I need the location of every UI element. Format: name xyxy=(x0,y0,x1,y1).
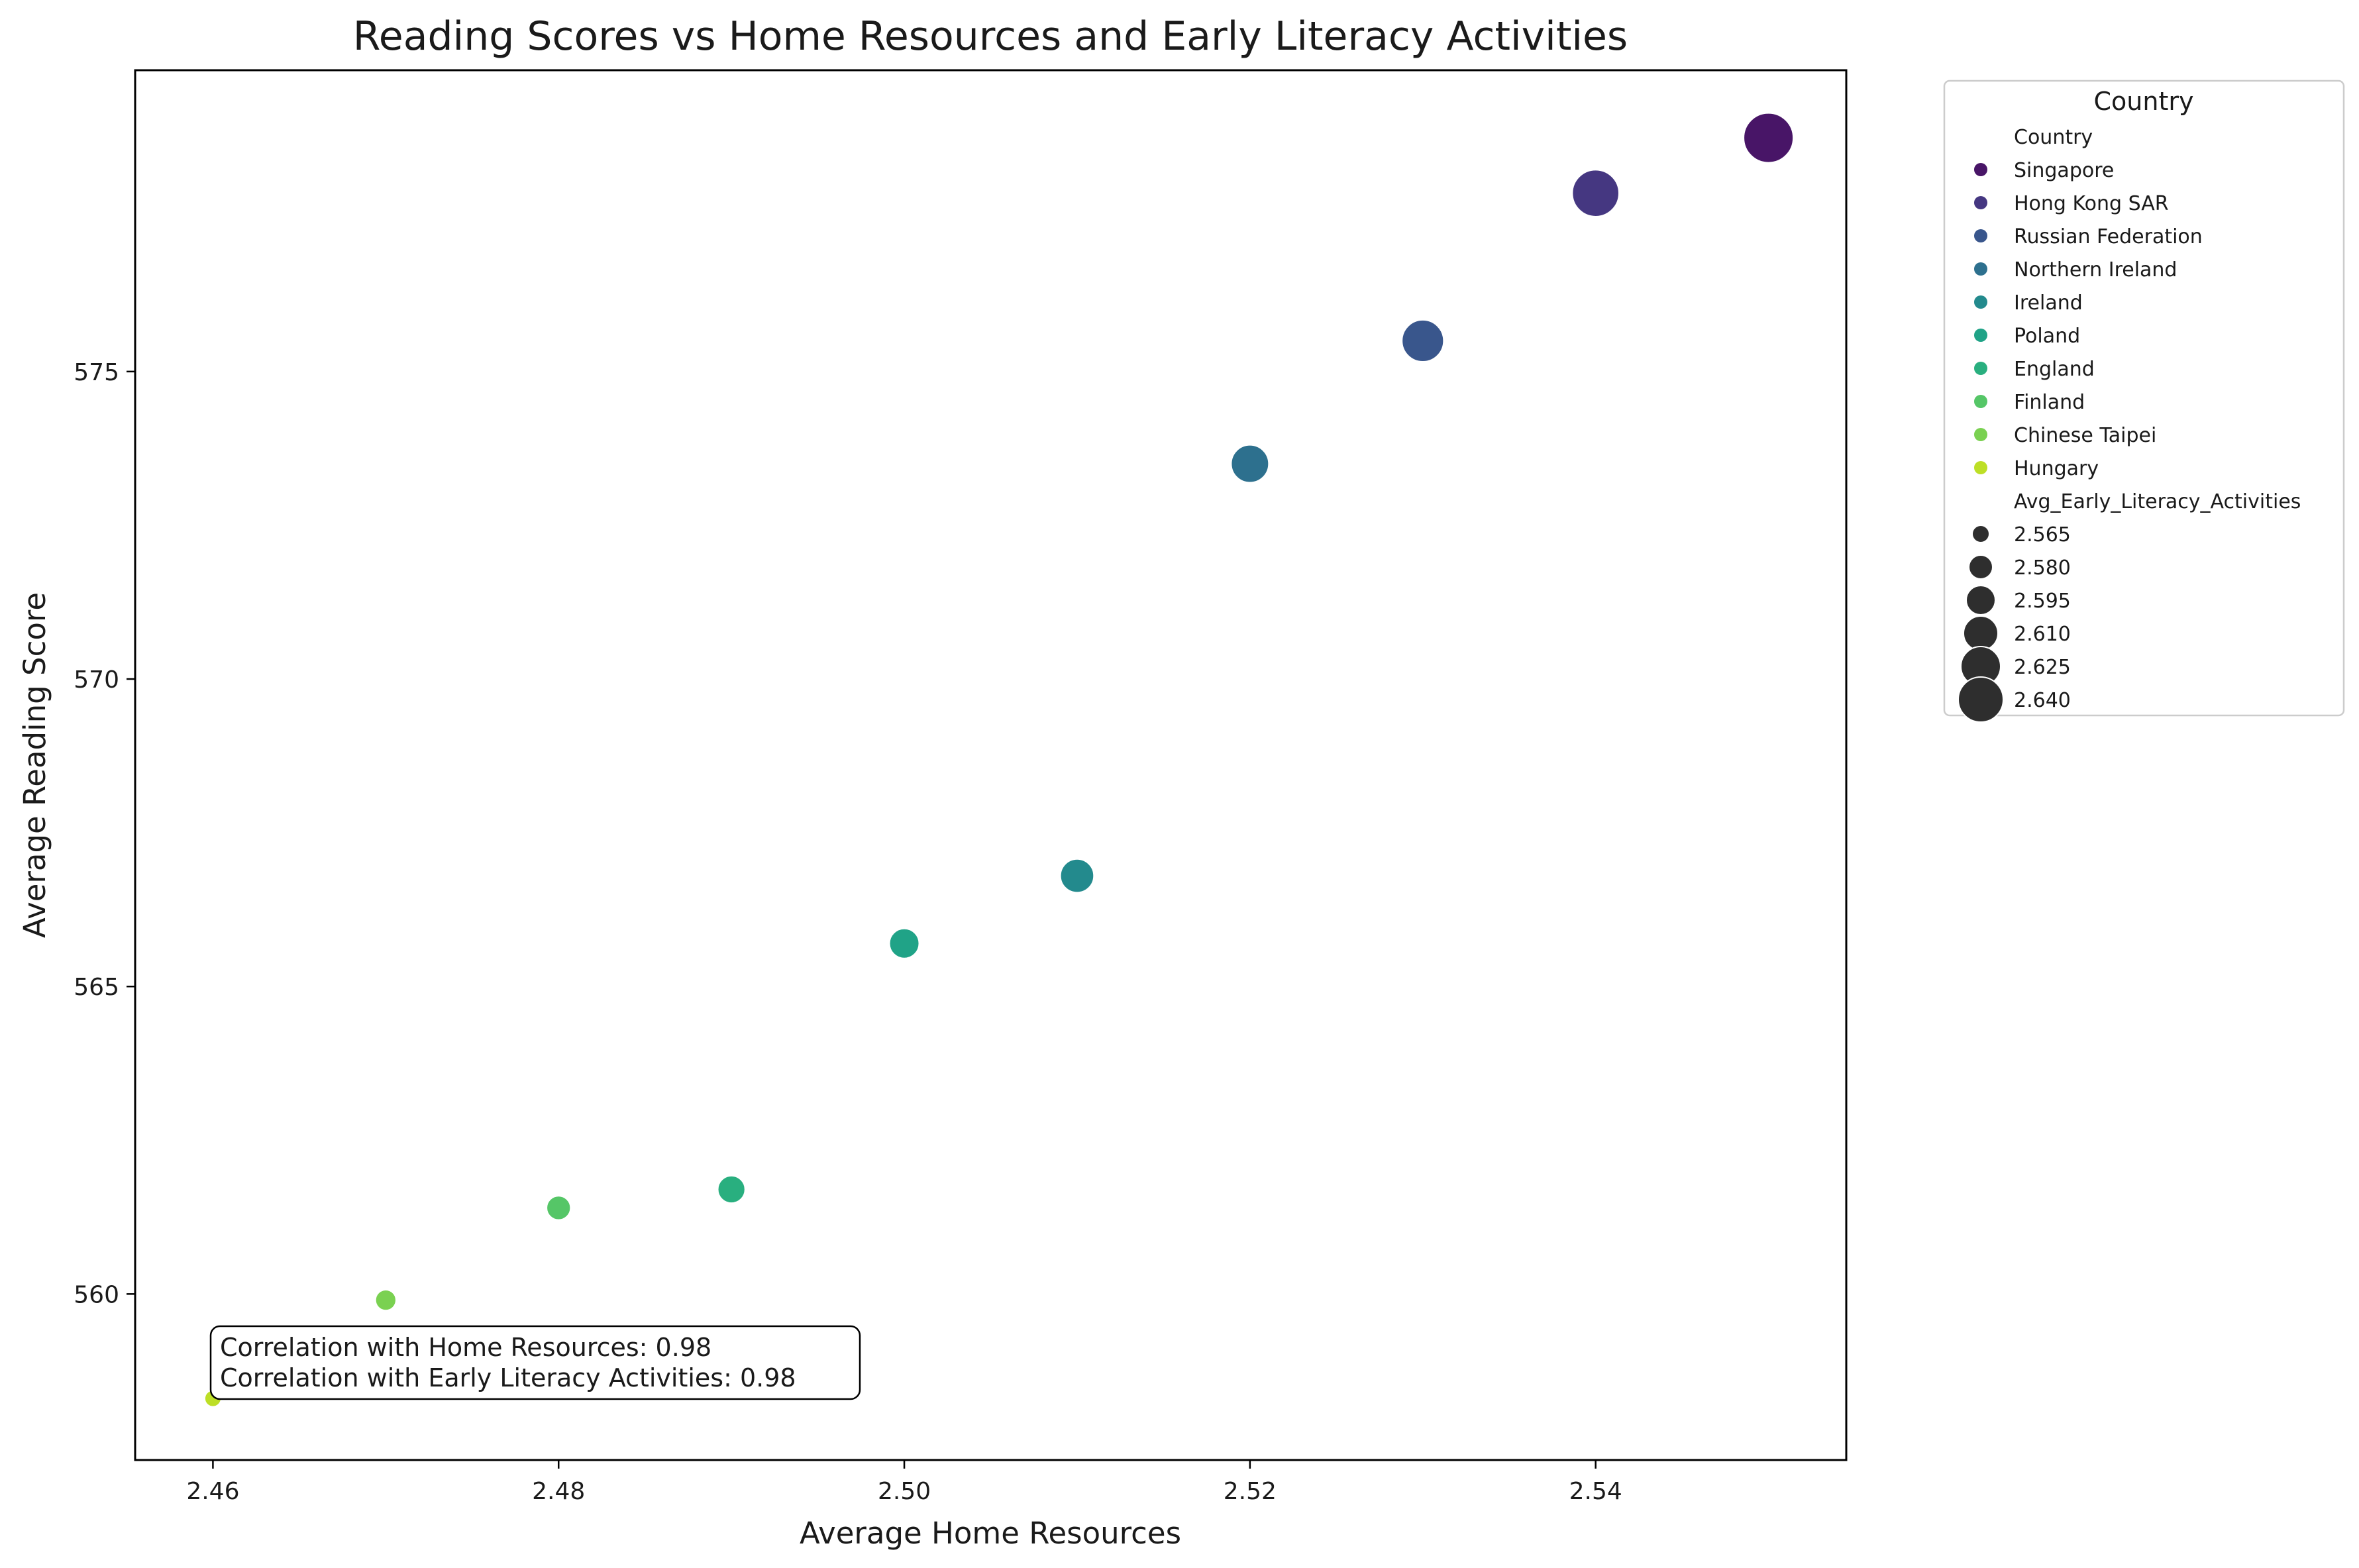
legend-label-poland: Poland xyxy=(2014,325,2080,348)
legend-size-marker xyxy=(1958,676,2004,723)
x-tick-label: 2.46 xyxy=(186,1478,239,1505)
legend-label-hong-kong-sar: Hong Kong SAR xyxy=(2014,192,2169,215)
point-hong-kong-sar xyxy=(1571,168,1620,218)
legend-size-label: 2.640 xyxy=(2014,689,2071,712)
legend-marker-hungary xyxy=(1974,461,1987,474)
legend-marker-poland xyxy=(1974,329,1987,342)
legend-label-singapore: Singapore xyxy=(2014,159,2114,182)
y-tick-label: 565 xyxy=(74,974,119,1001)
y-axis-ticks: 560 565 570 575 xyxy=(74,359,135,1308)
legend-marker-northern-ireland xyxy=(1974,262,1987,276)
point-russian-federation xyxy=(1400,318,1445,364)
x-tick-label: 2.54 xyxy=(1569,1478,1622,1505)
legend-size-marker xyxy=(1968,554,1993,580)
y-tick-label: 560 xyxy=(74,1281,119,1308)
annotation-line-early-literacy: Correlation with Early Literacy Activiti… xyxy=(220,1363,796,1392)
point-finland xyxy=(545,1194,572,1222)
point-poland xyxy=(888,927,921,960)
legend-hue-header: Country xyxy=(2014,126,2093,149)
legend-items: Country Singapore Hong Kong SAR Russian Fed… xyxy=(1958,126,2301,723)
legend-size-label: 2.580 xyxy=(2014,556,2071,580)
point-ireland xyxy=(1059,857,1096,894)
legend-marker-chinese-taipei xyxy=(1974,428,1987,441)
x-axis-label: Average Home Resources xyxy=(800,1516,1181,1551)
legend-marker-ireland xyxy=(1974,295,1987,309)
legend-size-label: 2.595 xyxy=(2014,590,2071,613)
x-tick-label: 2.48 xyxy=(532,1478,585,1505)
legend-label-northern-ireland: Northern Ireland xyxy=(2014,258,2177,282)
point-singapore xyxy=(1742,111,1795,164)
legend-marker-russian-federation xyxy=(1974,229,1987,242)
x-tick-label: 2.52 xyxy=(1224,1478,1277,1505)
point-northern-ireland xyxy=(1230,443,1271,484)
legend-size-marker xyxy=(1963,615,1999,651)
legend-box xyxy=(1943,79,2345,717)
legend-marker-hong-kong-sar xyxy=(1974,196,1987,209)
point-chinese-taipei xyxy=(374,1288,397,1312)
legend-marker-england xyxy=(1974,362,1987,375)
legend-size-label: 2.610 xyxy=(2014,623,2071,646)
y-tick-label: 575 xyxy=(74,359,119,386)
legend-marker-finland xyxy=(1974,395,1987,408)
legend-size-header: Avg_Early_Literacy_Activities xyxy=(2014,490,2301,513)
legend-label-russian-federation: Russian Federation xyxy=(2014,225,2203,248)
legend-size-label: 2.625 xyxy=(2014,656,2071,679)
legend-title: Country xyxy=(2094,87,2194,116)
legend-label-ireland: Ireland xyxy=(2014,291,2083,315)
chart-title: Reading Scores vs Home Resources and Ear… xyxy=(353,13,1628,60)
legend-size-marker xyxy=(1971,525,1990,543)
annotation-line-home-resources: Correlation with Home Resources: 0.98 xyxy=(220,1333,711,1362)
legend-size-marker xyxy=(1966,585,1996,615)
legend-label-england: England xyxy=(2014,358,2095,381)
x-tick-label: 2.50 xyxy=(878,1478,931,1505)
legend-marker-singapore xyxy=(1974,163,1987,176)
legend-label-hungary: Hungary xyxy=(2014,457,2099,480)
legend-size-label: 2.565 xyxy=(2014,523,2071,547)
legend: Country Country Singapore Hong Kong SAR Rus… xyxy=(1943,79,2345,723)
point-england xyxy=(716,1174,747,1205)
legend-label-chinese-taipei: Chinese Taipei xyxy=(2014,424,2156,447)
x-axis-ticks: 2.46 2.48 2.50 2.52 2.54 xyxy=(186,1460,1622,1505)
scatter-points xyxy=(203,111,1795,1408)
y-tick-label: 570 xyxy=(74,666,119,694)
y-axis-label: Average Reading Score xyxy=(17,592,52,938)
plot-area xyxy=(134,69,1848,1461)
correlation-annotation: Correlation with Home Resources: 0.98 Co… xyxy=(209,1325,861,1400)
legend-label-finland: Finland xyxy=(2014,391,2085,414)
annotation-box xyxy=(209,1325,861,1400)
